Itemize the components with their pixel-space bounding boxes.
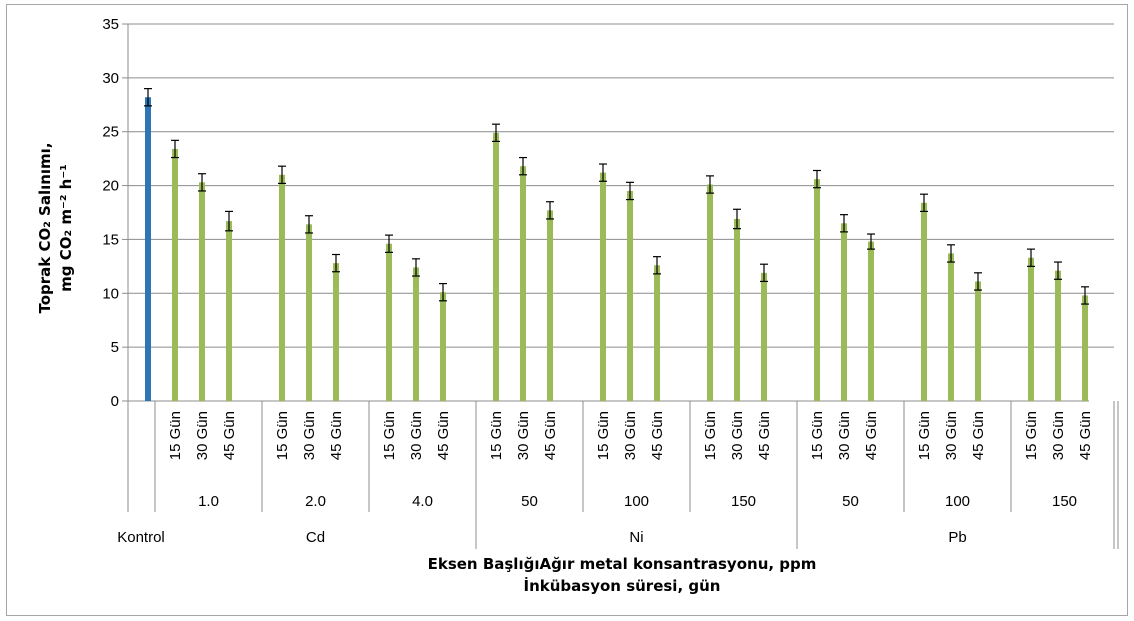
bar-Pb-100-1	[921, 202, 927, 401]
day-label: 45 Gün	[221, 411, 238, 460]
bar-Pb-150-1	[1028, 257, 1034, 401]
day-label: 15 Gün	[916, 411, 933, 460]
metal-label: Ni	[629, 529, 643, 546]
bar-Cd-2.0-1	[279, 174, 285, 401]
bar-Pb-150-3	[1082, 295, 1088, 401]
bars	[145, 97, 1088, 401]
day-label: 15 Gün	[274, 411, 291, 460]
day-label: 30 Gün	[622, 411, 639, 460]
bar-Cd-4.0-2	[413, 267, 419, 401]
day-label: 30 Gün	[408, 411, 425, 460]
y-tick-label: 35	[102, 16, 119, 33]
y-tick-label: 20	[102, 178, 119, 195]
bar-control	[145, 97, 151, 401]
y-axis: 0 5 10 15 20 25 30 35	[102, 16, 1089, 410]
bar-Ni-100-1	[600, 172, 606, 401]
category-axis: 15 Gün 30 Gün 45 Gün 1.0 15 Gün 30 Gün 45 Gün 2…	[117, 401, 1119, 549]
bar-Pb-50-2	[841, 223, 847, 401]
concentration-label: 150	[731, 493, 756, 510]
day-label: 45 Gün	[1077, 411, 1094, 460]
chart-frame	[6, 4, 1128, 616]
bar-Pb-50-3	[868, 241, 874, 401]
bar-Pb-150-2	[1055, 270, 1061, 401]
bar-Cd-1.0-1	[172, 148, 178, 401]
metal-label: Pb	[948, 529, 966, 546]
x-axis-title-line2: İnkübasyon süresi, gün	[524, 576, 721, 595]
bar-Ni-150-3	[761, 272, 767, 401]
day-label: 45 Gün	[756, 411, 773, 460]
bar-Cd-1.0-3	[226, 221, 232, 401]
bar-Cd-2.0-3	[333, 263, 339, 401]
bar-Ni-150-1	[707, 184, 713, 401]
concentration-label: 4.0	[412, 493, 433, 510]
bar-Cd-2.0-2	[306, 224, 312, 401]
concentration-label: 50	[521, 493, 538, 510]
concentration-label: 50	[842, 493, 859, 510]
day-label: 45 Gün	[542, 411, 559, 460]
day-label: 15 Gün	[595, 411, 612, 460]
x-axis-title-line1: Eksen BaşlığıAğır metal konsantrasyonu, …	[428, 555, 817, 573]
bar-Ni-50-1	[493, 132, 499, 401]
y-tick-label: 0	[111, 393, 119, 410]
day-label: 15 Gün	[702, 411, 719, 460]
bar-Pb-50-1	[814, 179, 820, 401]
y-tick-label: 25	[102, 124, 119, 141]
day-label: 45 Gün	[649, 411, 666, 460]
bar-Ni-50-3	[547, 210, 553, 401]
bar-Cd-4.0-1	[386, 243, 392, 401]
concentration-label: 1.0	[198, 493, 219, 510]
control-label: Kontrol	[117, 529, 165, 546]
concentration-label: 2.0	[305, 493, 326, 510]
day-label: 30 Gün	[943, 411, 960, 460]
concentration-label: 100	[945, 493, 970, 510]
day-label: 30 Gün	[301, 411, 318, 460]
bar-Pb-100-2	[948, 253, 954, 401]
bar-Pb-100-3	[975, 281, 981, 401]
y-tick-label: 10	[102, 285, 119, 302]
bar-Ni-50-2	[520, 166, 526, 401]
y-tick-label: 15	[102, 231, 119, 248]
metal-label: Cd	[306, 529, 325, 546]
bar-Cd-1.0-2	[199, 182, 205, 401]
day-label: 30 Gün	[729, 411, 746, 460]
day-label: 45 Gün	[435, 411, 452, 460]
day-label: 30 Gün	[515, 411, 532, 460]
bar-Ni-100-3	[654, 265, 660, 401]
day-label: 15 Gün	[488, 411, 505, 460]
day-label: 15 Gün	[809, 411, 826, 460]
y-tick-label: 5	[111, 339, 119, 356]
day-label: 15 Gün	[381, 411, 398, 460]
y-axis-title-line2: mg CO₂ m⁻² h⁻¹	[57, 164, 75, 292]
day-label: 30 Gün	[194, 411, 211, 460]
day-label: 45 Gün	[970, 411, 987, 460]
day-label: 15 Gün	[167, 411, 184, 460]
day-label: 45 Gün	[863, 411, 880, 460]
bar-Cd-4.0-3	[440, 292, 446, 401]
y-tick-label: 30	[102, 70, 119, 87]
day-label: 45 Gün	[328, 411, 345, 460]
y-axis-title-line1: Toprak CO₂ Salınımı,	[36, 142, 54, 313]
day-label: 15 Gün	[1023, 411, 1040, 460]
error-bars	[144, 88, 1089, 305]
gridlines	[128, 23, 1114, 348]
bar-Ni-150-2	[734, 218, 740, 401]
concentration-label: 100	[624, 493, 649, 510]
bar-Ni-100-2	[627, 190, 633, 401]
day-label: 30 Gün	[1050, 411, 1067, 460]
day-label: 30 Gün	[836, 411, 853, 460]
concentration-label: 150	[1052, 493, 1077, 510]
